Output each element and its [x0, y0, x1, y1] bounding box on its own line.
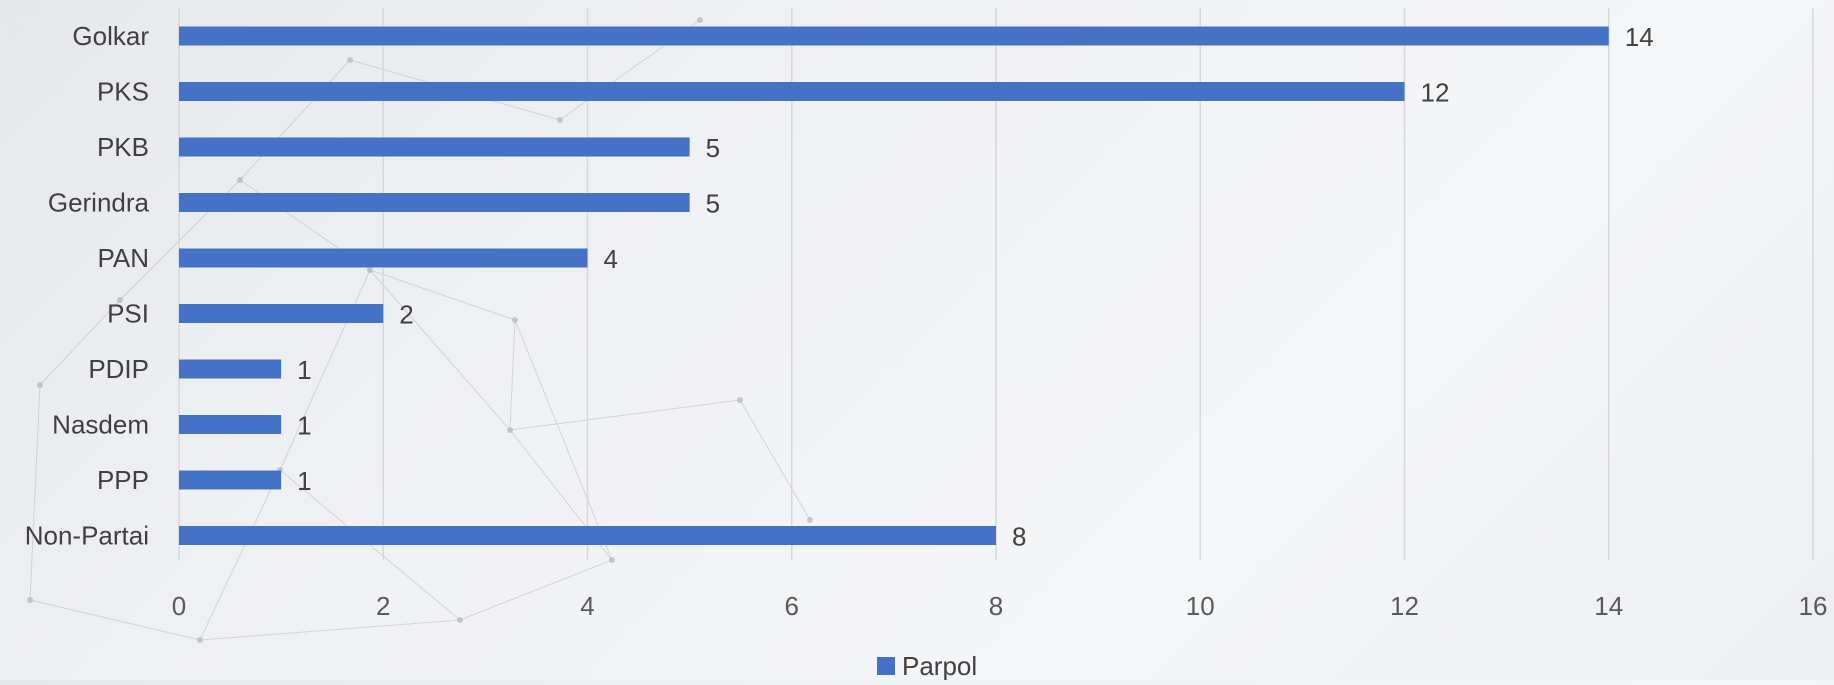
- decor-line: [29, 384, 41, 601]
- decor-line: [739, 399, 811, 521]
- tick-label: 6: [785, 591, 799, 621]
- decor-line: [199, 469, 281, 641]
- category-label: PDIP: [88, 354, 149, 384]
- category-axis-labels: Golkar PKS PKB Gerindra PAN PSI PDIP Nasdem PPP N…: [25, 21, 150, 551]
- legend-label-parpol: Parpol: [902, 651, 977, 680]
- tick-label: 14: [1594, 591, 1623, 621]
- decor-node: [507, 427, 513, 433]
- data-label: 12: [1421, 78, 1450, 108]
- bar: [179, 415, 282, 434]
- bar: [179, 526, 996, 545]
- data-label: 5: [706, 133, 720, 163]
- decor-node: [457, 617, 463, 623]
- category-label: Gerindra: [48, 188, 150, 218]
- tick-label: 12: [1390, 591, 1419, 621]
- data-label: 1: [297, 466, 311, 496]
- decor-line: [509, 399, 741, 431]
- decor-node: [117, 297, 123, 303]
- decor-node: [512, 317, 518, 323]
- decor-node: [737, 397, 743, 403]
- data-label: 8: [1012, 522, 1026, 552]
- tick-label: 10: [1186, 591, 1215, 621]
- bar: [179, 193, 690, 212]
- decor-line: [279, 269, 371, 471]
- category-label: Nasdem: [52, 410, 149, 440]
- category-label: PSI: [107, 299, 149, 329]
- data-label: 1: [297, 411, 311, 441]
- decor-line: [239, 59, 351, 181]
- decor-node: [37, 382, 43, 388]
- category-label: PAN: [97, 243, 149, 273]
- tick-label: 8: [989, 591, 1003, 621]
- decor-node: [807, 517, 813, 523]
- decor-line: [369, 269, 511, 431]
- category-label: Non-Partai: [25, 521, 149, 551]
- tick-label: 0: [172, 591, 186, 621]
- category-label: PPP: [97, 465, 149, 495]
- decor-line: [509, 319, 516, 431]
- bar: [179, 470, 282, 490]
- tick-label: 16: [1799, 591, 1828, 621]
- decor-node: [609, 557, 615, 563]
- decor-node: [557, 117, 563, 123]
- data-labels: 14 12 5 5 4 2 1 1 1 8: [297, 22, 1654, 552]
- category-label: Golkar: [72, 21, 149, 51]
- value-axis-tick-labels: 0 2 4 6 8 10 12 14 16: [172, 591, 1828, 621]
- decor-line: [459, 559, 613, 621]
- decor-node: [367, 267, 373, 273]
- legend: Parpol: [877, 651, 977, 681]
- decor-node: [197, 637, 203, 643]
- decor-line: [514, 319, 613, 561]
- data-label: 2: [399, 300, 413, 330]
- data-label: 5: [706, 189, 720, 219]
- bar: [179, 82, 1405, 101]
- bar: [179, 248, 588, 268]
- decor-node: [697, 17, 703, 23]
- bar: [179, 304, 384, 323]
- legend-swatch: [877, 657, 895, 675]
- decor-node: [27, 597, 33, 603]
- tick-label: 2: [376, 591, 390, 621]
- category-label: PKS: [97, 77, 149, 107]
- data-label: 4: [604, 244, 618, 274]
- bars: [179, 26, 1609, 545]
- decor-line: [29, 599, 201, 641]
- decor-line: [369, 269, 516, 321]
- bar: [179, 137, 690, 157]
- decor-node: [347, 57, 353, 63]
- tick-label: 4: [580, 591, 594, 621]
- decor-line: [199, 619, 461, 641]
- bar: [179, 26, 1609, 46]
- data-label: 14: [1625, 22, 1654, 52]
- decor-node: [237, 177, 243, 183]
- category-label: PKB: [97, 132, 149, 162]
- bar: [179, 359, 282, 379]
- data-label: 1: [297, 355, 311, 385]
- decor-line: [39, 299, 121, 386]
